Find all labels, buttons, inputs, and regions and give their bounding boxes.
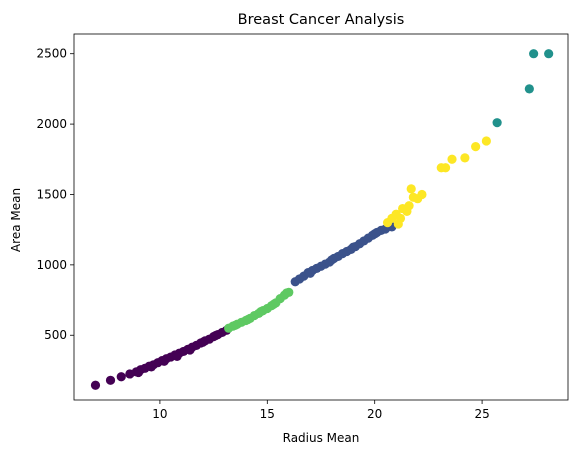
- x-tick-label: 15: [260, 407, 275, 421]
- data-point: [327, 255, 337, 265]
- series-cluster-yellow: [382, 136, 491, 229]
- plot-frame: [73, 33, 569, 401]
- data-point: [447, 154, 457, 164]
- data-point: [395, 213, 406, 224]
- plot-points: [90, 49, 554, 390]
- data-point: [544, 49, 554, 59]
- data-point: [282, 288, 292, 298]
- data-point: [269, 299, 279, 309]
- data-point: [146, 362, 156, 372]
- data-point: [404, 201, 414, 211]
- data-point: [198, 337, 208, 347]
- axes: 10 15 20 25 500 1000 1500 2000 2500: [36, 33, 569, 421]
- data-point: [243, 314, 253, 325]
- y-tick-label: 1000: [36, 258, 67, 272]
- data-point: [159, 356, 169, 366]
- data-point: [211, 330, 221, 341]
- data-point: [90, 380, 101, 390]
- data-point: [460, 153, 470, 163]
- data-point: [116, 372, 126, 382]
- data-point: [185, 345, 195, 355]
- data-point: [417, 189, 427, 200]
- data-point: [305, 268, 315, 278]
- series-cluster-blue: [290, 222, 397, 287]
- data-point: [440, 163, 451, 173]
- y-tick-label: 500: [44, 328, 67, 342]
- data-point: [133, 367, 144, 378]
- chart-title: Breast Cancer Analysis: [238, 12, 405, 28]
- data-point: [256, 306, 266, 317]
- x-tick-label: 25: [474, 407, 489, 421]
- series-cluster-green: [224, 287, 294, 333]
- series-cluster-teal: [492, 49, 554, 128]
- data-point: [492, 118, 502, 128]
- y-tick-label: 1500: [36, 187, 67, 201]
- x-axis-label: Radius Mean: [283, 431, 360, 445]
- data-point: [172, 351, 182, 361]
- data-point: [471, 142, 481, 152]
- x-tick-label: 10: [152, 407, 167, 421]
- y-tick-label: 2000: [36, 117, 67, 131]
- series-cluster-purple: [90, 325, 232, 390]
- data-point: [230, 320, 240, 330]
- y-tick-label: 2500: [36, 47, 67, 61]
- data-point: [529, 49, 539, 59]
- data-point: [348, 242, 358, 252]
- data-point: [524, 84, 534, 94]
- data-point: [370, 229, 380, 239]
- data-point: [105, 375, 116, 385]
- data-point: [481, 136, 491, 146]
- y-axis-label: Area Mean: [9, 188, 23, 252]
- data-point: [406, 184, 416, 194]
- x-tick-label: 20: [367, 407, 382, 421]
